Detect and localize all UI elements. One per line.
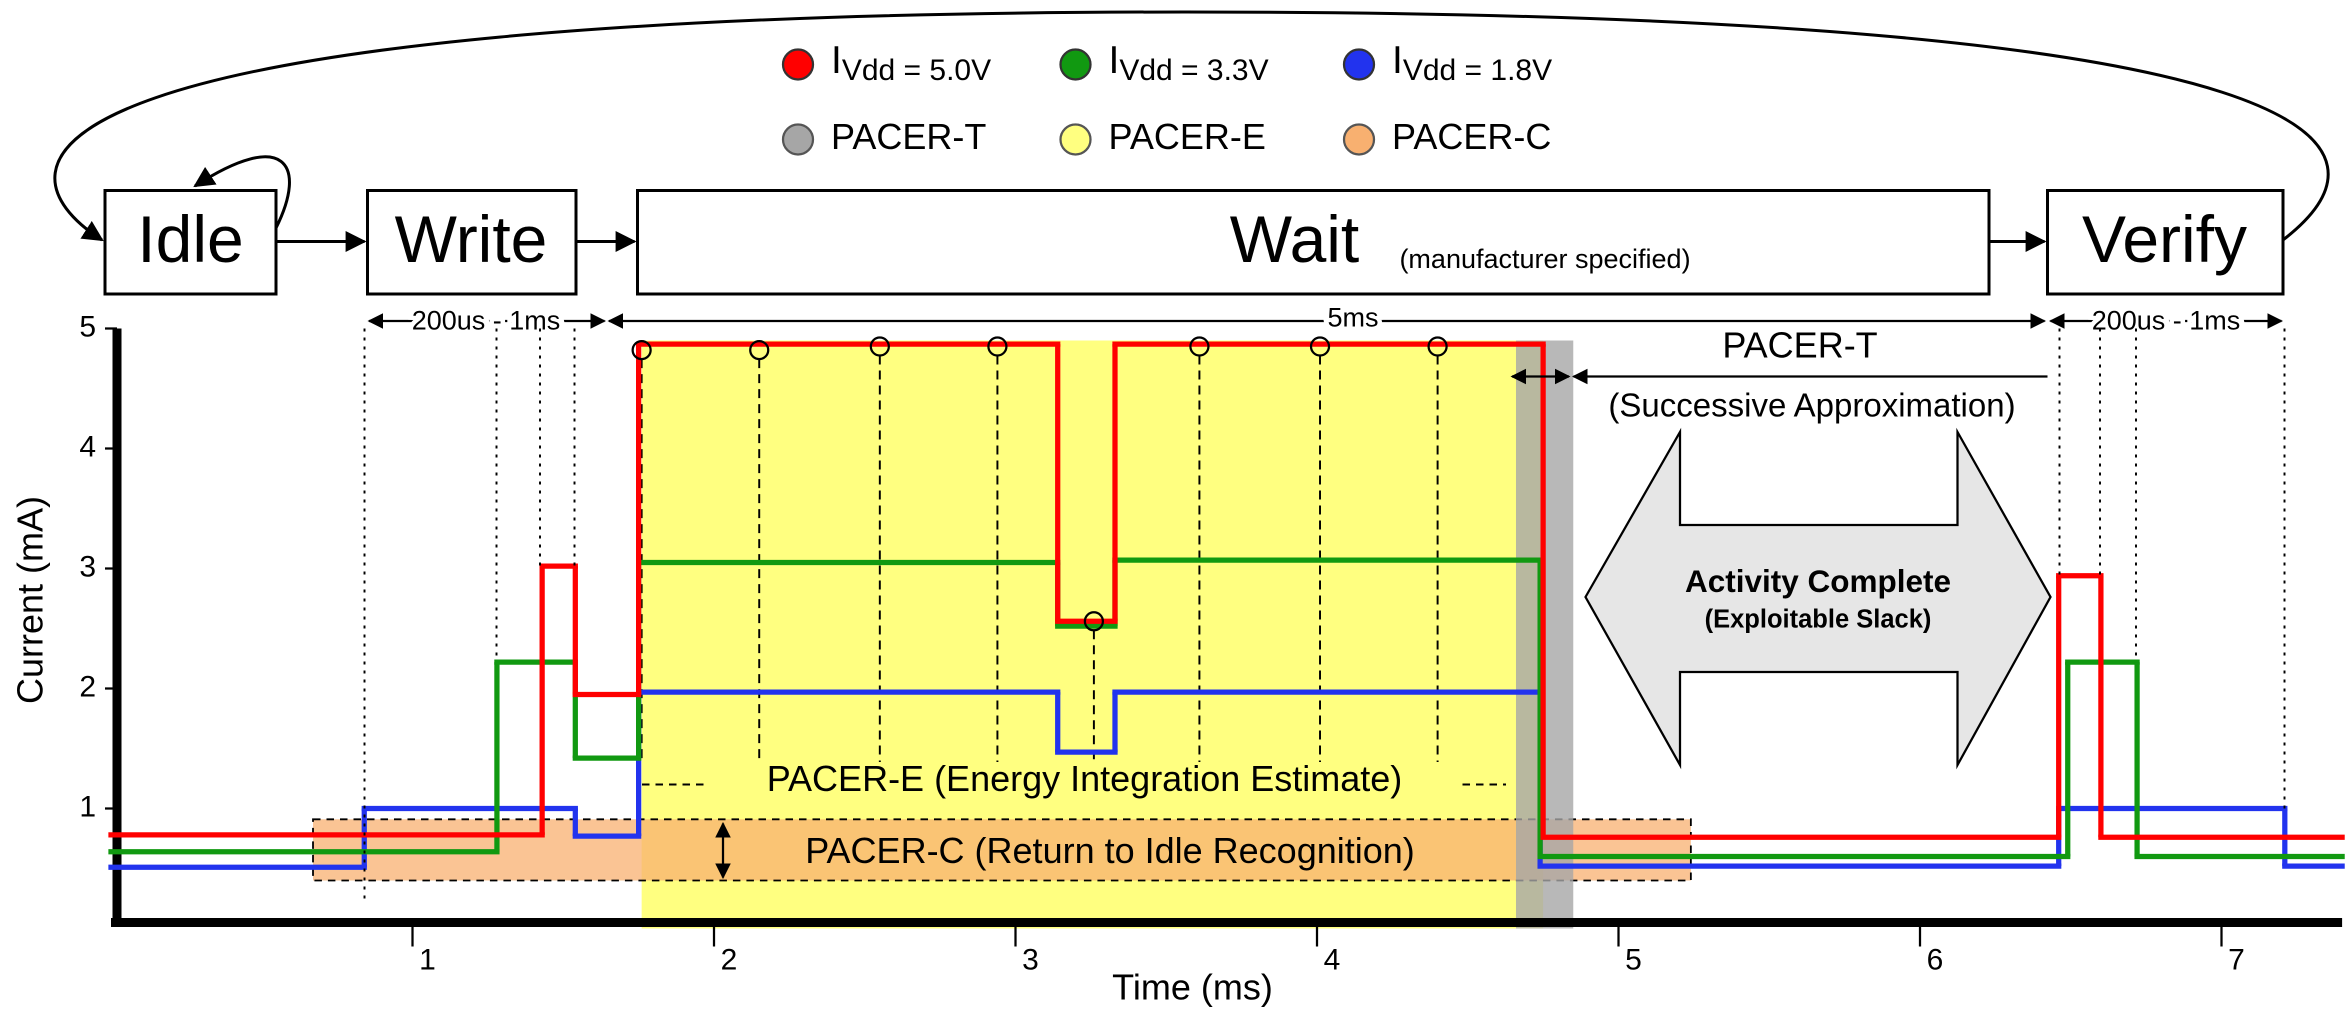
legend-name: I [1109,39,1120,82]
legend-name: I [831,39,842,82]
state-note: (manufacturer specified) [1399,244,1690,274]
state-box [103,189,278,296]
y-axis-label: Current (mA) [10,496,51,704]
phase-lines [363,328,2286,900]
legend-swatch [781,48,815,81]
x-tick-label: 6 [1927,943,1944,976]
span-label: 5ms [1327,303,1378,333]
state-diagram [53,10,2330,296]
legend-name: I [1392,39,1403,82]
legend-subscript: Vdd = 1.8V [1403,54,1552,87]
self-loop [193,155,291,229]
state-box [636,189,1991,296]
legend-label: PACER-T [831,116,986,157]
x-tick-label: 2 [721,943,738,976]
y-tick-label: 2 [79,670,96,703]
x-axis-label: Time (ms) [1112,967,1273,1008]
pacer-e-label: PACER-E (Energy Integration Estimate) [767,758,1403,799]
sample-point [1427,336,1448,357]
legend-subscript: Vdd = 3.3V [1119,54,1268,87]
legend-swatch [1059,48,1092,81]
span-label: 200us - 1ms [412,306,561,336]
sample-point [869,336,890,357]
x-tick-label: 3 [1022,943,1039,976]
y-tick-label: 1 [79,790,96,823]
sample-point [631,339,652,361]
regions [312,340,1692,929]
state-label: Idle [137,202,243,276]
x-tick-label: 1 [419,943,436,976]
pacer-c-label: PACER-C (Return to Idle Recognition) [805,830,1415,871]
slack-note: (Exploitable Slack) [1705,606,1932,634]
sample-point [987,336,1008,357]
legend-label: IVdd = 1.8V [1392,39,1552,87]
legend-swatch [1059,123,1092,156]
legend-label: PACER-C [1392,116,1551,157]
pacer-t-label: PACER-T [1722,325,1877,366]
sample-point [749,339,770,361]
slack-title: Activity Complete [1685,563,1951,599]
sample-point [1309,336,1331,357]
legend-swatch [1342,48,1376,81]
sample-point [1083,611,1105,632]
state-box [366,189,578,296]
legend-swatch [1342,123,1376,156]
x-tick-label: 4 [1324,943,1341,976]
span-arrows [367,313,2284,880]
legend-swatch [781,123,815,156]
state-label: Verify [2082,202,2247,276]
slack-arrow [1584,427,2052,770]
y-tick-label: 3 [79,550,96,583]
legend-label: IVdd = 3.3V [1109,39,1269,87]
pacer-t-note: (Successive Approximation) [1608,387,2015,424]
legend-label: IVdd = 5.0V [831,39,991,87]
legend-subscript: Vdd = 5.0V [842,54,991,87]
x-tick-label: 5 [1625,943,1642,976]
y-tick-label: 4 [79,430,96,463]
legend: IVdd = 5.0V IVdd = 3.3V IVdd = 1.8VPACER-T… [781,39,1552,157]
span-label: 200us - 1ms [2092,306,2241,336]
state-label: Wait [1230,202,1360,276]
lines: 1 2 3 4 5 6 7 1 2 3 4 5 [79,310,2345,976]
state-label: Write [395,202,548,276]
return-arrow [53,10,2330,242]
sample-point [1189,336,1210,357]
state-box [2046,189,2285,296]
legend-label: PACER-E [1109,116,1266,157]
y-tick-label: 5 [79,310,96,343]
x-tick-label: 7 [2228,943,2245,976]
